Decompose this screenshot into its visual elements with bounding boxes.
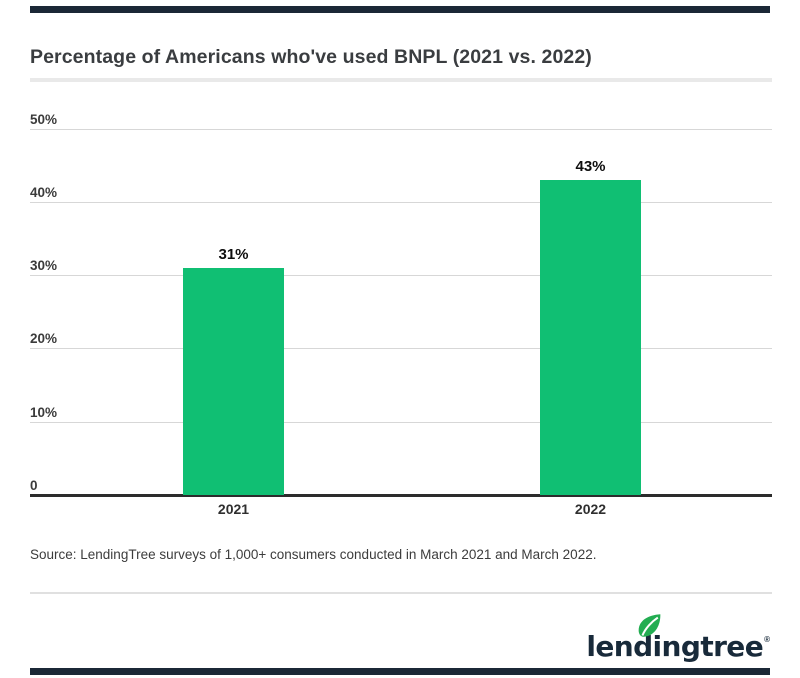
- gridline: [30, 129, 772, 130]
- y-axis-tick-label: 10%: [30, 405, 58, 420]
- gridline: [30, 422, 772, 423]
- top-border-bar: [30, 6, 770, 13]
- y-axis-tick-label: 50%: [30, 112, 58, 127]
- y-axis-tick-label: 30%: [30, 258, 58, 273]
- registered-trademark: ®: [764, 635, 770, 644]
- bar-value-label: 31%: [218, 246, 249, 263]
- chart-title: Percentage of Americans who've used BNPL…: [30, 46, 592, 68]
- lendingtree-logo: lendingtree®: [586, 614, 770, 664]
- gridline: [30, 348, 772, 349]
- bar-value-label: 43%: [575, 158, 606, 175]
- leaf-icon: [639, 614, 661, 637]
- bottom-border-bar: [30, 668, 770, 675]
- gridline: [30, 275, 772, 276]
- bar-2021: [183, 268, 284, 495]
- title-divider: [30, 78, 772, 82]
- footer-divider: [30, 592, 772, 594]
- gridline: [30, 202, 772, 203]
- y-axis-tick-label: 40%: [30, 185, 58, 200]
- bar-2022: [540, 180, 641, 495]
- x-axis-line: [30, 494, 772, 497]
- source-note: Source: LendingTree surveys of 1,000+ co…: [30, 547, 597, 562]
- y-axis-tick-label: 0: [30, 478, 38, 493]
- x-axis-category-label: 2021: [217, 501, 250, 517]
- logo-wordmark: lendingtree: [586, 630, 764, 663]
- y-axis-tick-label: 20%: [30, 331, 58, 346]
- x-axis-category-label: 2022: [574, 501, 607, 517]
